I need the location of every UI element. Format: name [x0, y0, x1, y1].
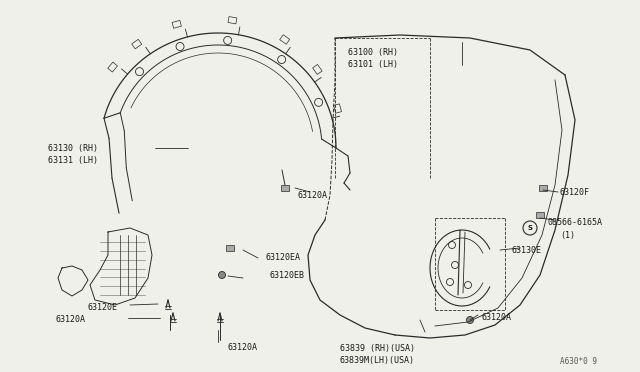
- Text: 08566-6165A: 08566-6165A: [548, 218, 603, 227]
- Text: 63839M(LH)(USA): 63839M(LH)(USA): [340, 356, 415, 365]
- Text: 63120F: 63120F: [560, 187, 590, 196]
- Text: 63120A: 63120A: [55, 315, 85, 324]
- Text: 63101 (LH): 63101 (LH): [348, 60, 398, 68]
- Text: 63130 (RH): 63130 (RH): [48, 144, 98, 153]
- Text: 63131 (LH): 63131 (LH): [48, 155, 98, 164]
- Circle shape: [467, 317, 474, 324]
- Text: A630*0 9: A630*0 9: [560, 357, 597, 366]
- Bar: [280, 35, 290, 44]
- Bar: [333, 104, 342, 113]
- Bar: [132, 39, 141, 49]
- Text: 63130E: 63130E: [512, 246, 542, 254]
- Text: 63120E: 63120E: [88, 304, 118, 312]
- Text: 63839 (RH)(USA): 63839 (RH)(USA): [340, 343, 415, 353]
- Text: 63120A: 63120A: [298, 190, 328, 199]
- Bar: [539, 185, 547, 191]
- Text: 63120A: 63120A: [228, 343, 258, 353]
- Text: 63100 (RH): 63100 (RH): [348, 48, 398, 57]
- Text: 63120EB: 63120EB: [270, 270, 305, 279]
- Bar: [172, 20, 181, 28]
- Bar: [228, 17, 237, 24]
- Bar: [312, 64, 322, 74]
- Bar: [281, 185, 289, 191]
- Text: 63120EA: 63120EA: [265, 253, 300, 263]
- Circle shape: [218, 272, 225, 279]
- Bar: [226, 245, 234, 251]
- Bar: [536, 212, 544, 218]
- Text: S: S: [527, 225, 532, 231]
- Text: 63120A: 63120A: [482, 314, 512, 323]
- Text: (1): (1): [560, 231, 575, 240]
- Bar: [108, 62, 118, 72]
